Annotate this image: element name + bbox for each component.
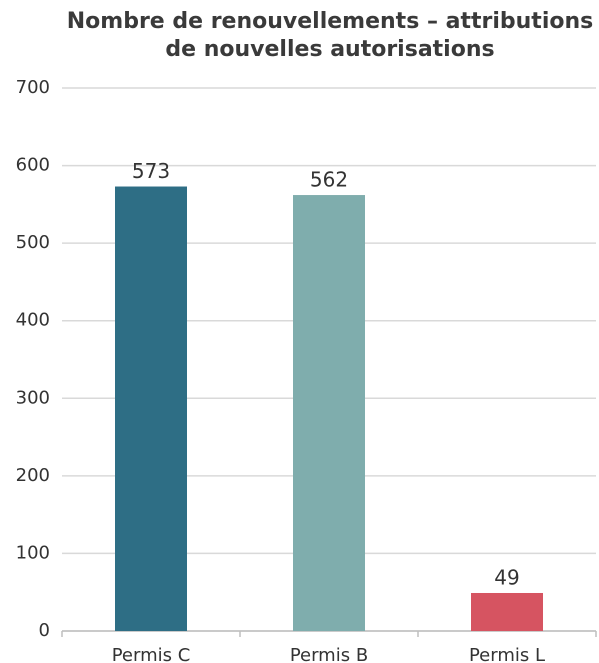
data-label: 573 [132,159,170,183]
y-tick-label: 100 [16,542,50,563]
bar [471,592,543,631]
y-tick-label: 500 [16,232,50,253]
y-tick-label: 600 [16,155,50,176]
y-tick-label: 400 [16,310,50,331]
data-label: 49 [494,565,519,589]
y-tick-label: 700 [16,77,50,98]
bar [115,186,187,631]
data-label: 562 [310,168,348,192]
chart-title: Nombre de renouvellements – attributions… [66,9,594,62]
y-tick-label: 300 [16,387,50,408]
x-tick-label: Permis C [112,645,191,663]
y-tick-label: 0 [39,620,50,641]
x-tick-label: Permis L [469,645,545,663]
bar [293,195,365,631]
x-tick-label: Permis B [290,645,368,663]
y-tick-label: 200 [16,465,50,486]
